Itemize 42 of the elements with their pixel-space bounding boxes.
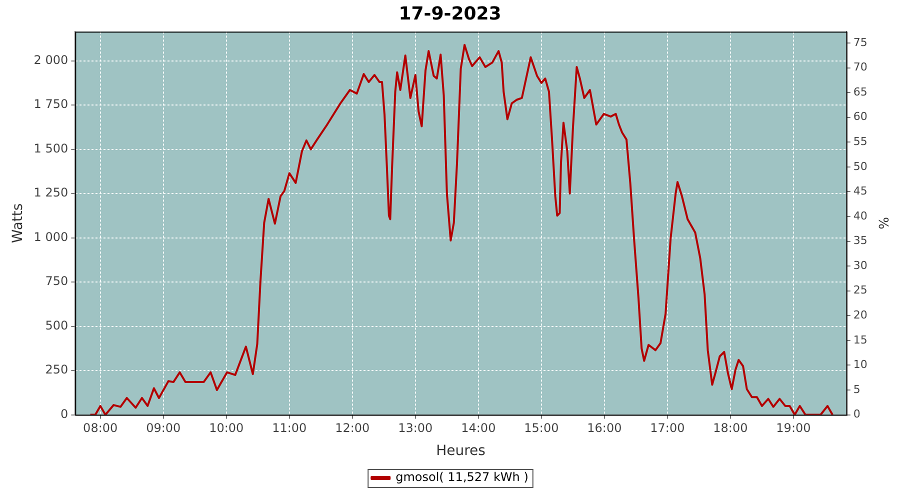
x-tick-label: 17:00 — [650, 421, 685, 436]
x-tick-label: 15:00 — [524, 421, 559, 436]
x-tick-label: 09:00 — [146, 421, 181, 436]
y-tick-label: 1 000 — [34, 230, 68, 244]
y-axis-title: Watts — [10, 203, 26, 244]
x-tick-label: 14:00 — [461, 421, 496, 436]
y2-tick-label: 50 — [853, 160, 868, 173]
y2-tick-label: 10 — [853, 358, 868, 372]
x-tick-label: 08:00 — [83, 421, 118, 436]
y2-axis-title: % — [874, 217, 890, 230]
y-tick-label: 750 — [45, 274, 68, 288]
x-tick-label: 11:00 — [272, 421, 307, 436]
x-tick-label: 16:00 — [587, 421, 622, 436]
y-tick-label: 250 — [45, 362, 68, 377]
y2-tick-label: 0 — [853, 408, 860, 421]
x-tick-label: 13:00 — [398, 421, 433, 436]
y2-tick-label: 70 — [853, 60, 868, 74]
y2-tick-label: 35 — [853, 234, 868, 248]
y2-tick-label: 20 — [853, 308, 868, 322]
y-tick-label: 1 500 — [34, 141, 68, 156]
x-tick-label: 18:00 — [713, 421, 748, 436]
y-tick-label: 500 — [45, 318, 68, 332]
chart-title: 17-9-2023 — [398, 3, 502, 24]
x-tick-label: 12:00 — [335, 421, 370, 436]
y2-tick-label: 60 — [853, 110, 868, 124]
y2-tick-label: 5 — [853, 382, 860, 396]
y2-tick-label: 15 — [853, 333, 868, 346]
y2-tick-label: 65 — [853, 85, 868, 98]
y2-tick-label: 40 — [853, 209, 868, 222]
y-tick-label: 0 — [60, 406, 68, 421]
x-tick-label: 10:00 — [209, 421, 244, 436]
y2-tick-label: 45 — [853, 184, 868, 198]
y-tick-label: 1 250 — [34, 186, 68, 200]
y2-tick-label: 25 — [853, 284, 868, 297]
y-tick-label: 1 750 — [34, 97, 68, 112]
y2-tick-label: 30 — [853, 258, 868, 272]
x-axis-title: Heures — [436, 443, 486, 460]
y-tick-label: 2 000 — [34, 52, 68, 67]
legend-label: gmosol( 11,527 kWh ) — [396, 470, 528, 484]
y2-tick-label: 75 — [853, 36, 868, 49]
x-tick-label: 19:00 — [776, 421, 811, 436]
y2-tick-label: 55 — [853, 135, 868, 148]
